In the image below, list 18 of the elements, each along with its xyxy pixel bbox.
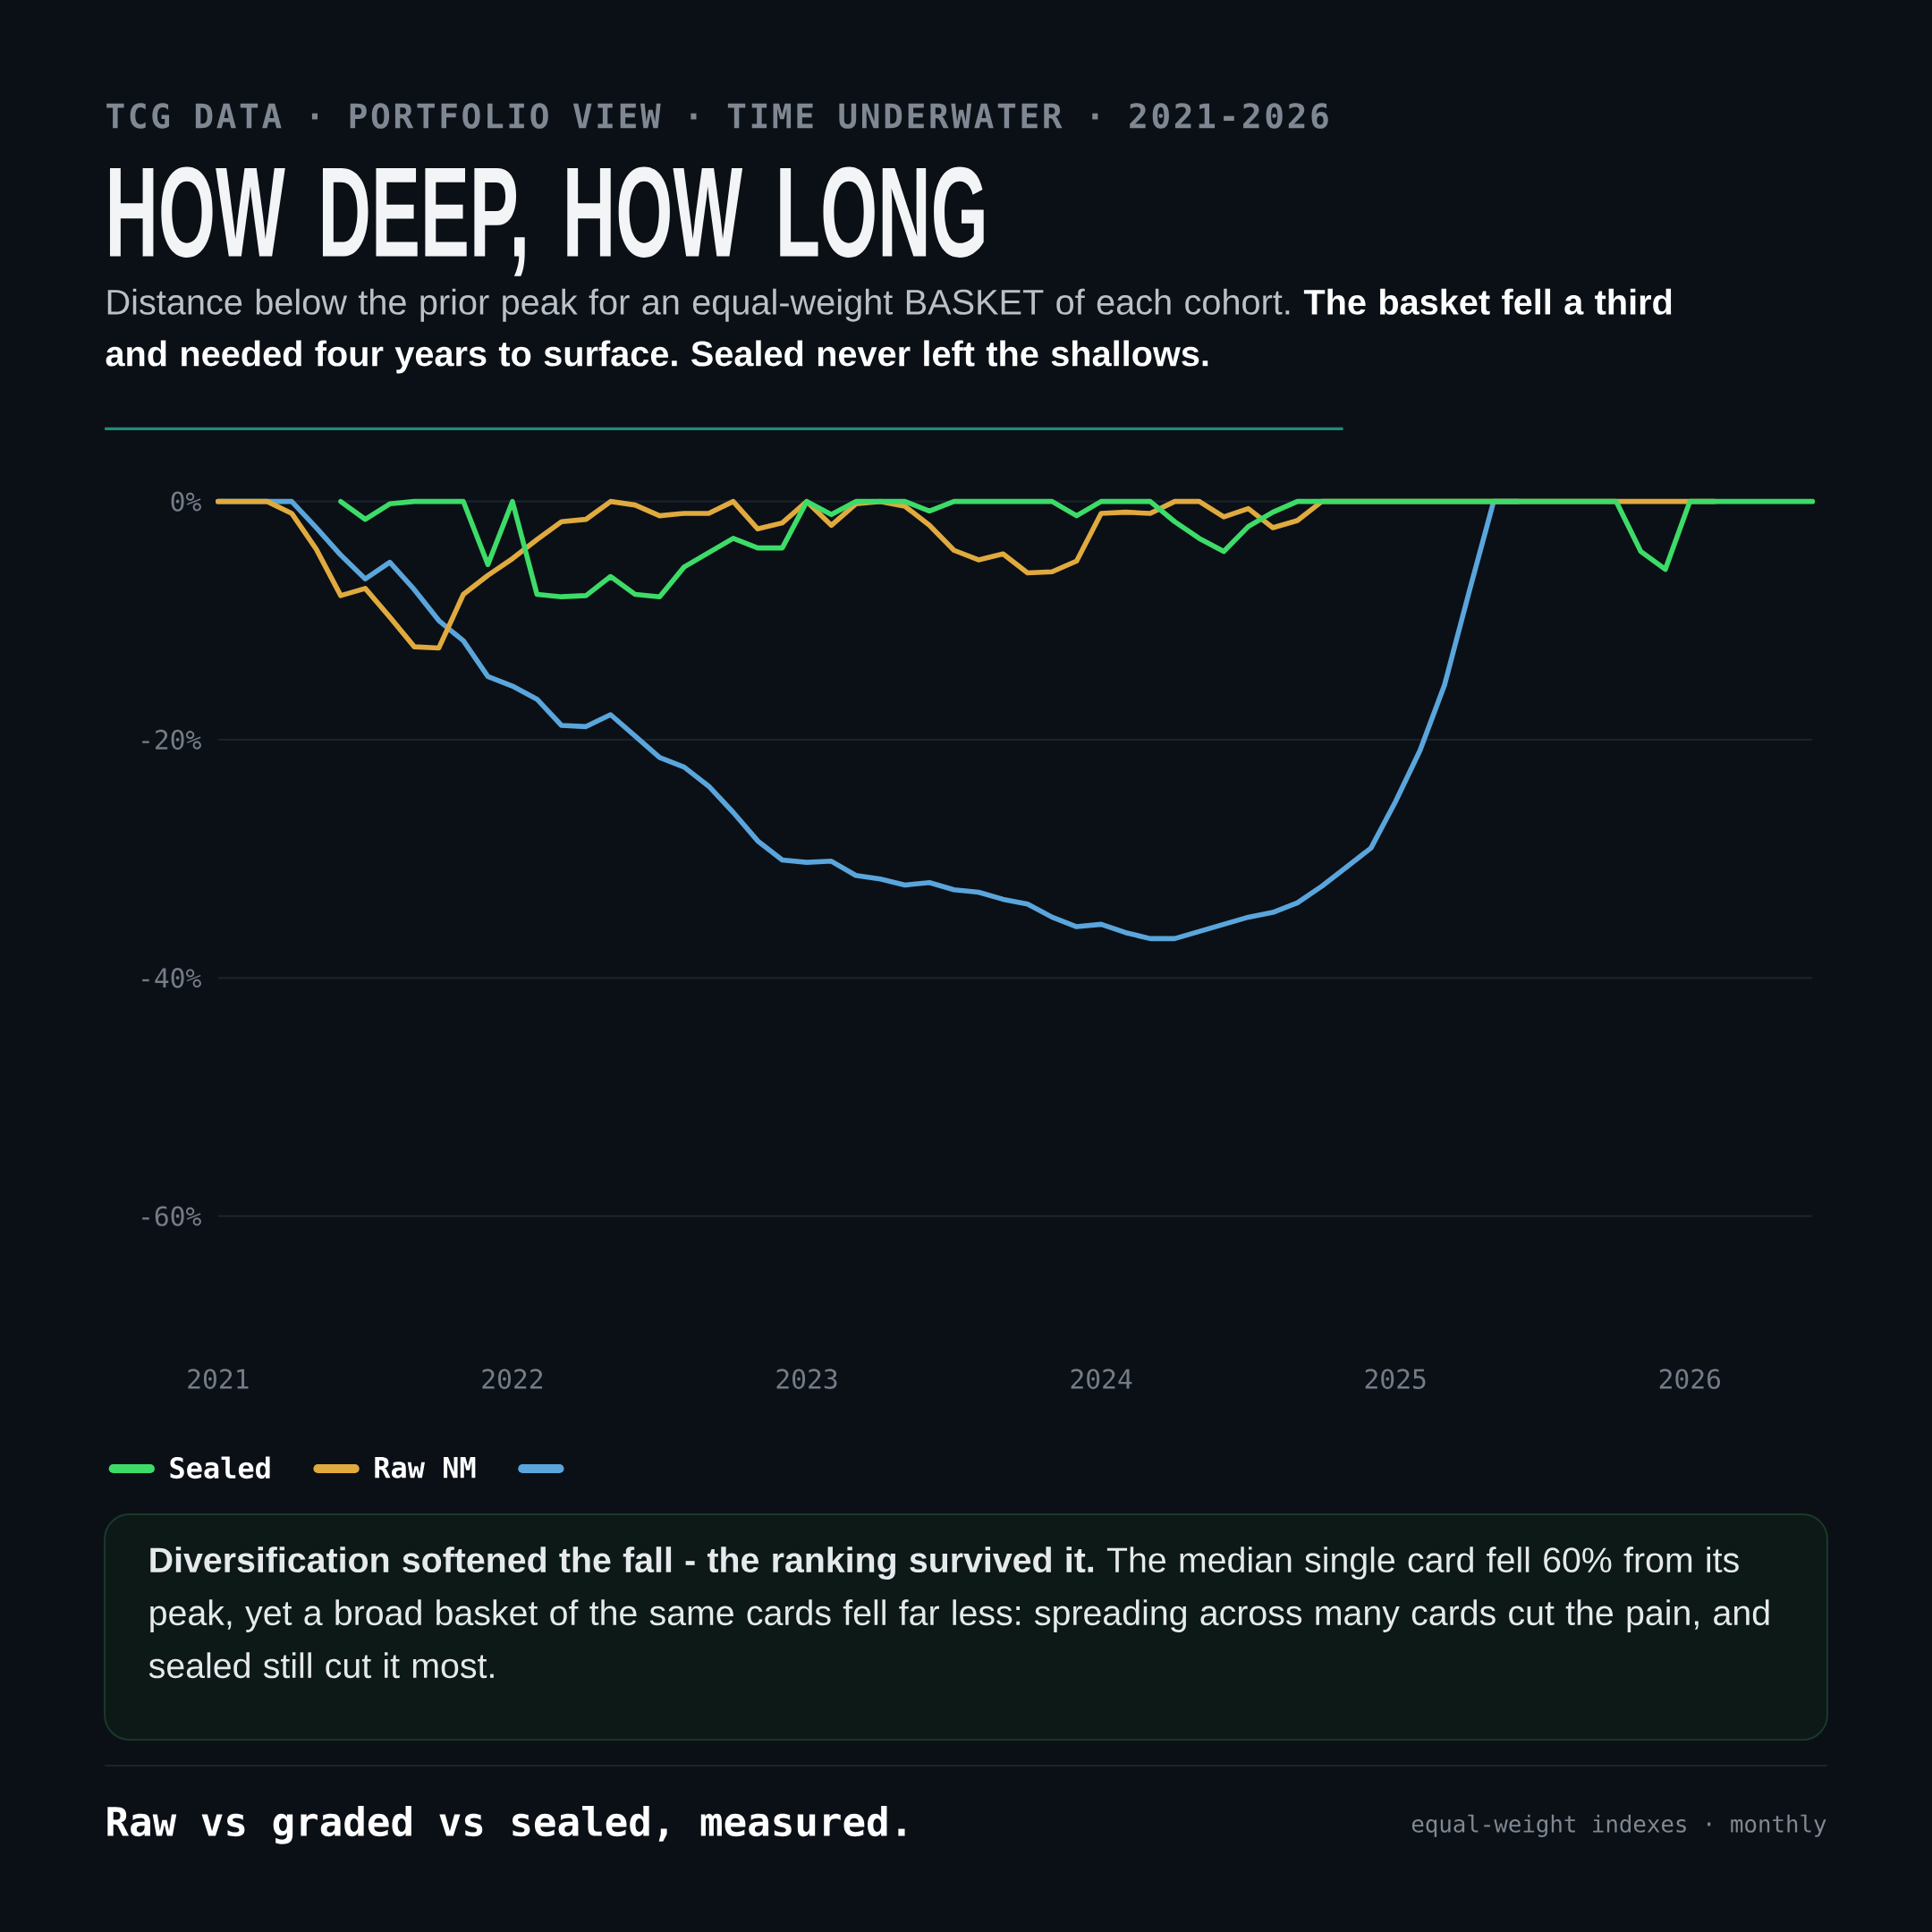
- legend-label: Sealed: [170, 1456, 270, 1479]
- x-tick-label: 2022: [482, 1368, 543, 1389]
- x-tick-label: 2021: [188, 1368, 249, 1389]
- x-tick-label: 2026: [1659, 1368, 1721, 1389]
- y-tick-label: -40%: [142, 968, 201, 988]
- legend-label: Raw NM: [375, 1456, 476, 1479]
- y-tick-label: -60%: [142, 1206, 201, 1226]
- y-tick-label: -20%: [142, 729, 201, 750]
- y-tick-label: 0%: [171, 491, 201, 512]
- chart-title: HOW DEEP, HOW LONG: [109, 166, 984, 276]
- x-tick-label: 2023: [776, 1368, 837, 1389]
- text: equal-weight indexes · monthly: [1411, 1814, 1826, 1837]
- text: Diversification softened the fall - the ranking survived it. The median single card fell 60% from its peak, yet a broad basket of the same cards fell far less: spreading across many cards cut the pain, and sealed still cut it most.: [148, 1546, 1769, 1679]
- text: TCG DATA · PORTFOLIO VIEW · TIME UNDERWATER · 2021-2026: [106, 103, 1328, 129]
- x-tick-label: 2024: [1071, 1368, 1132, 1389]
- text: Distance below the prior peak for an equal-weight BASKET of each cohort. The basket fell a third and needed four years to surface. Sealed never left the shallows.: [106, 288, 1672, 374]
- x-tick-label: 2025: [1365, 1368, 1426, 1389]
- text: Raw vs graded vs sealed, measured.: [107, 1805, 905, 1844]
